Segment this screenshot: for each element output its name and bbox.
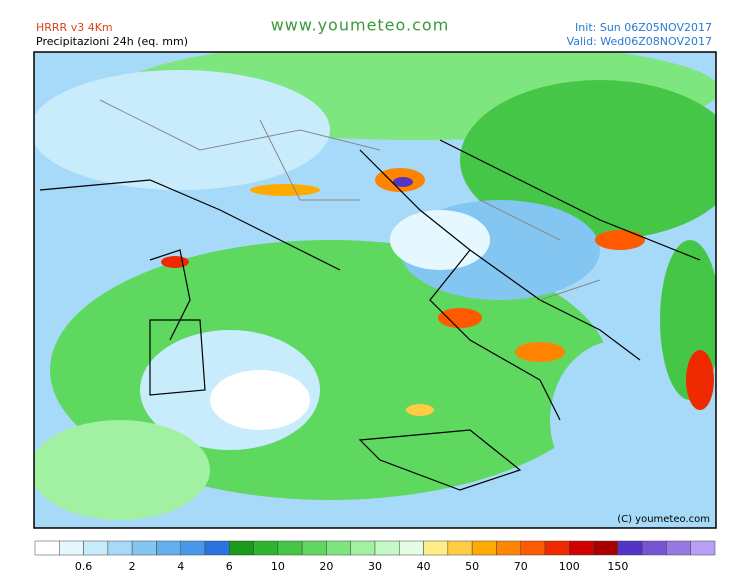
legend-label: 20 bbox=[319, 560, 333, 573]
legend-swatch bbox=[641, 540, 667, 556]
legend-label: 4 bbox=[177, 560, 184, 573]
legend-swatch bbox=[374, 540, 400, 556]
legend-swatch bbox=[544, 540, 570, 556]
legend-swatch bbox=[326, 540, 351, 556]
legend-swatch bbox=[83, 540, 109, 556]
legend-swatch bbox=[34, 540, 60, 556]
legend-label: 30 bbox=[368, 560, 382, 573]
legend-swatch bbox=[180, 540, 206, 556]
legend-label: 6 bbox=[226, 560, 233, 573]
legend-swatch bbox=[229, 540, 254, 556]
legend-swatch bbox=[277, 540, 303, 556]
legend-swatch bbox=[253, 540, 279, 556]
map-credit: (C) youmeteo.com bbox=[617, 514, 710, 525]
legend-swatch bbox=[690, 540, 716, 556]
legend-swatch bbox=[496, 540, 521, 556]
legend-swatch bbox=[399, 540, 424, 556]
init-label: Init: Sun 06Z05NOV2017 bbox=[575, 21, 712, 34]
color-legend: 0.6 2 4 6 10 20 30 40 50 70 100 150 bbox=[34, 540, 716, 573]
model-label: HRRR v3 4Km bbox=[36, 21, 113, 34]
legend-label: 100 bbox=[559, 560, 580, 573]
legend-swatch bbox=[423, 540, 449, 556]
precip-map: (C) youmeteo.com bbox=[33, 51, 717, 529]
legend-swatch bbox=[666, 540, 691, 556]
legend-swatch bbox=[59, 540, 84, 556]
legend-swatch bbox=[350, 540, 376, 556]
legend-label: 0.6 bbox=[75, 560, 93, 573]
legend-label: 50 bbox=[465, 560, 479, 573]
legend-label: 150 bbox=[607, 560, 628, 573]
legend-swatch bbox=[107, 540, 133, 556]
legend-swatch bbox=[204, 540, 230, 556]
product-label: Precipitazioni 24h (eq. mm) bbox=[36, 35, 188, 48]
legend-swatch bbox=[520, 540, 546, 556]
legend-swatch bbox=[301, 540, 327, 556]
site-title: www.youmeteo.com bbox=[271, 16, 450, 35]
legend-swatch bbox=[593, 540, 619, 556]
legend-label: 2 bbox=[129, 560, 136, 573]
valid-label: Valid: Wed06Z08NOV2017 bbox=[567, 35, 712, 48]
legend-swatch bbox=[131, 540, 157, 556]
legend-swatch bbox=[569, 540, 594, 556]
legend-swatch bbox=[156, 540, 181, 556]
legend-swatch bbox=[471, 540, 497, 556]
legend-label: 10 bbox=[271, 560, 285, 573]
legend-swatch bbox=[617, 540, 643, 556]
legend-label: 40 bbox=[417, 560, 431, 573]
legend-swatch bbox=[447, 540, 473, 556]
legend-label: 70 bbox=[514, 560, 528, 573]
